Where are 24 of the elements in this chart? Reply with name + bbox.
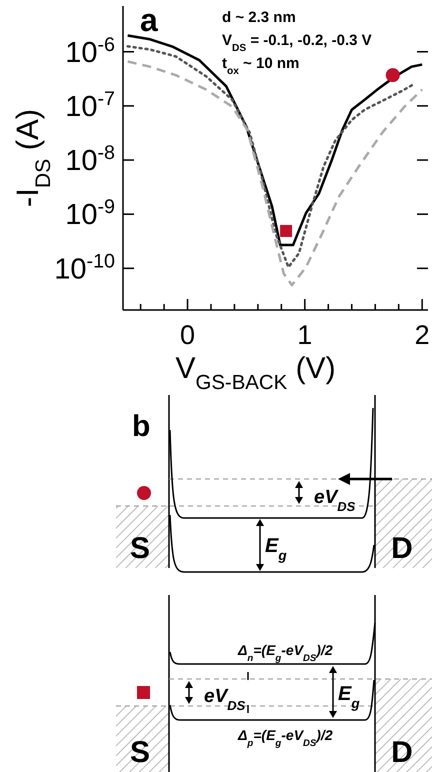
text: Δ$_{p}$=(E$_{g}$-eV$_{DS}$)/2 xyxy=(237,727,333,748)
annotation: a xyxy=(140,2,158,38)
x-axis-title: V$_{GS-BACK}$ (V) xyxy=(175,352,336,394)
annotation: V$_{DS}$ = -0.1, -0.2, -0.3 V xyxy=(222,32,372,54)
x-tick-label: 0 xyxy=(180,320,196,350)
text: b xyxy=(132,410,150,443)
text: eV$_{DS}$ xyxy=(314,487,356,514)
y-tick-label: 10$^{-10}$ xyxy=(54,250,116,286)
x-tick-label: 1 xyxy=(297,320,312,350)
text: E$_{g}$ xyxy=(265,535,288,562)
y-tick-label: 10$^{-9}$ xyxy=(65,196,116,232)
y-tick-label: 10$^{-8}$ xyxy=(65,142,116,178)
text: S xyxy=(130,736,150,769)
text: S xyxy=(130,532,150,565)
y-tick-label: 10$^{-7}$ xyxy=(65,88,115,123)
y-tick-label: 10$^{-6}$ xyxy=(65,34,116,69)
text: D xyxy=(391,736,413,769)
text: eV$_{DS}$ xyxy=(204,686,246,712)
annotation: d ~ 2.3 nm xyxy=(222,9,296,26)
text: Δ$_{n}$=(E$_{g}$-eV$_{DS}$)/2 xyxy=(237,642,333,664)
x-tick-label: 2 xyxy=(414,320,430,350)
text: E$_{g}$ xyxy=(338,683,360,710)
annotation: t$_{ox}$ ~ 10 nm xyxy=(222,55,300,76)
text: D xyxy=(391,532,413,565)
